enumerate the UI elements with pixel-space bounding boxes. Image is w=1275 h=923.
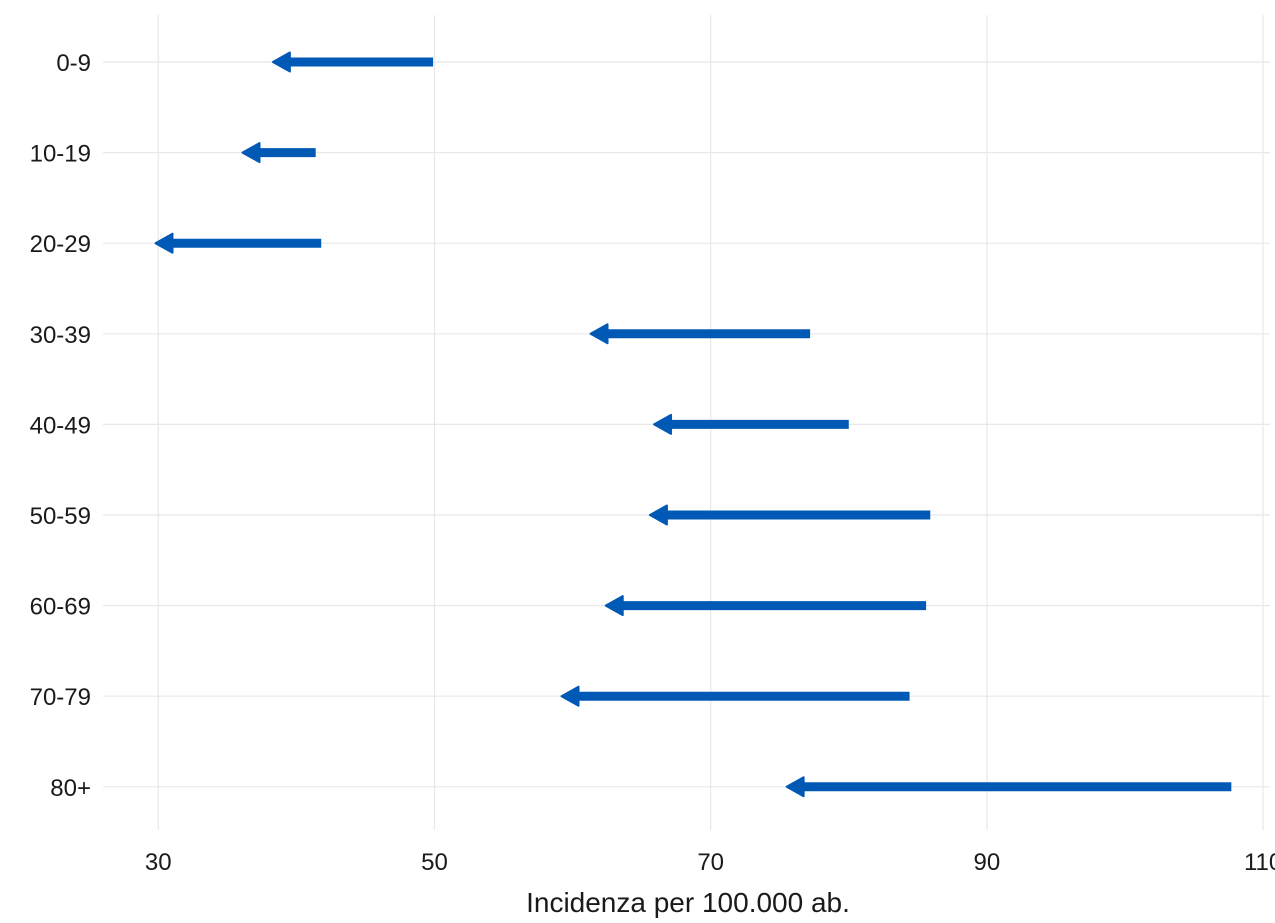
x-tick-label: 50 [421,849,448,876]
arrow-mark [785,776,1232,798]
arrow-head [241,142,261,164]
y-tick-label: 80+ [50,775,91,802]
y-tick-label: 70-79 [30,684,91,711]
y-axis-labels: 0-9 10-19 20-29 30-39 40-49 50-59 60-69 70-79 80… [30,50,91,802]
arrow-mark [604,595,927,617]
arrow-head [648,504,668,526]
y-tick-label: 50-59 [30,503,91,530]
x-axis-labels: 30 50 70 90 110 [145,849,1275,876]
arrow-head [604,595,624,617]
x-tick-label: 30 [145,849,172,876]
arrow-mark [560,685,910,707]
arrow-mark [589,323,811,345]
x-tick-label: 110 [1244,849,1275,876]
arrow-mark [648,504,931,526]
arrow-mark [653,413,849,435]
arrow-mark [271,51,434,73]
arrow-mark [241,142,316,164]
arrow-head [653,413,673,435]
arrow-head [154,232,174,254]
y-tick-label: 0-9 [56,50,91,77]
y-tick-label: 20-29 [30,231,91,258]
y-tick-label: 10-19 [30,141,91,168]
arrow-head [589,323,609,345]
y-tick-label: 40-49 [30,412,91,439]
arrows-layer [154,51,1232,798]
x-tick-label: 90 [974,849,1001,876]
x-tick-label: 70 [697,849,724,876]
arrow-head [560,685,580,707]
y-tick-label: 30-39 [30,322,91,349]
y-tick-label: 60-69 [30,594,91,621]
arrow-mark [154,232,322,254]
arrow-head [271,51,291,73]
x-axis-title: Incidenza per 100.000 ab. [526,887,850,918]
arrow-head [785,776,805,798]
